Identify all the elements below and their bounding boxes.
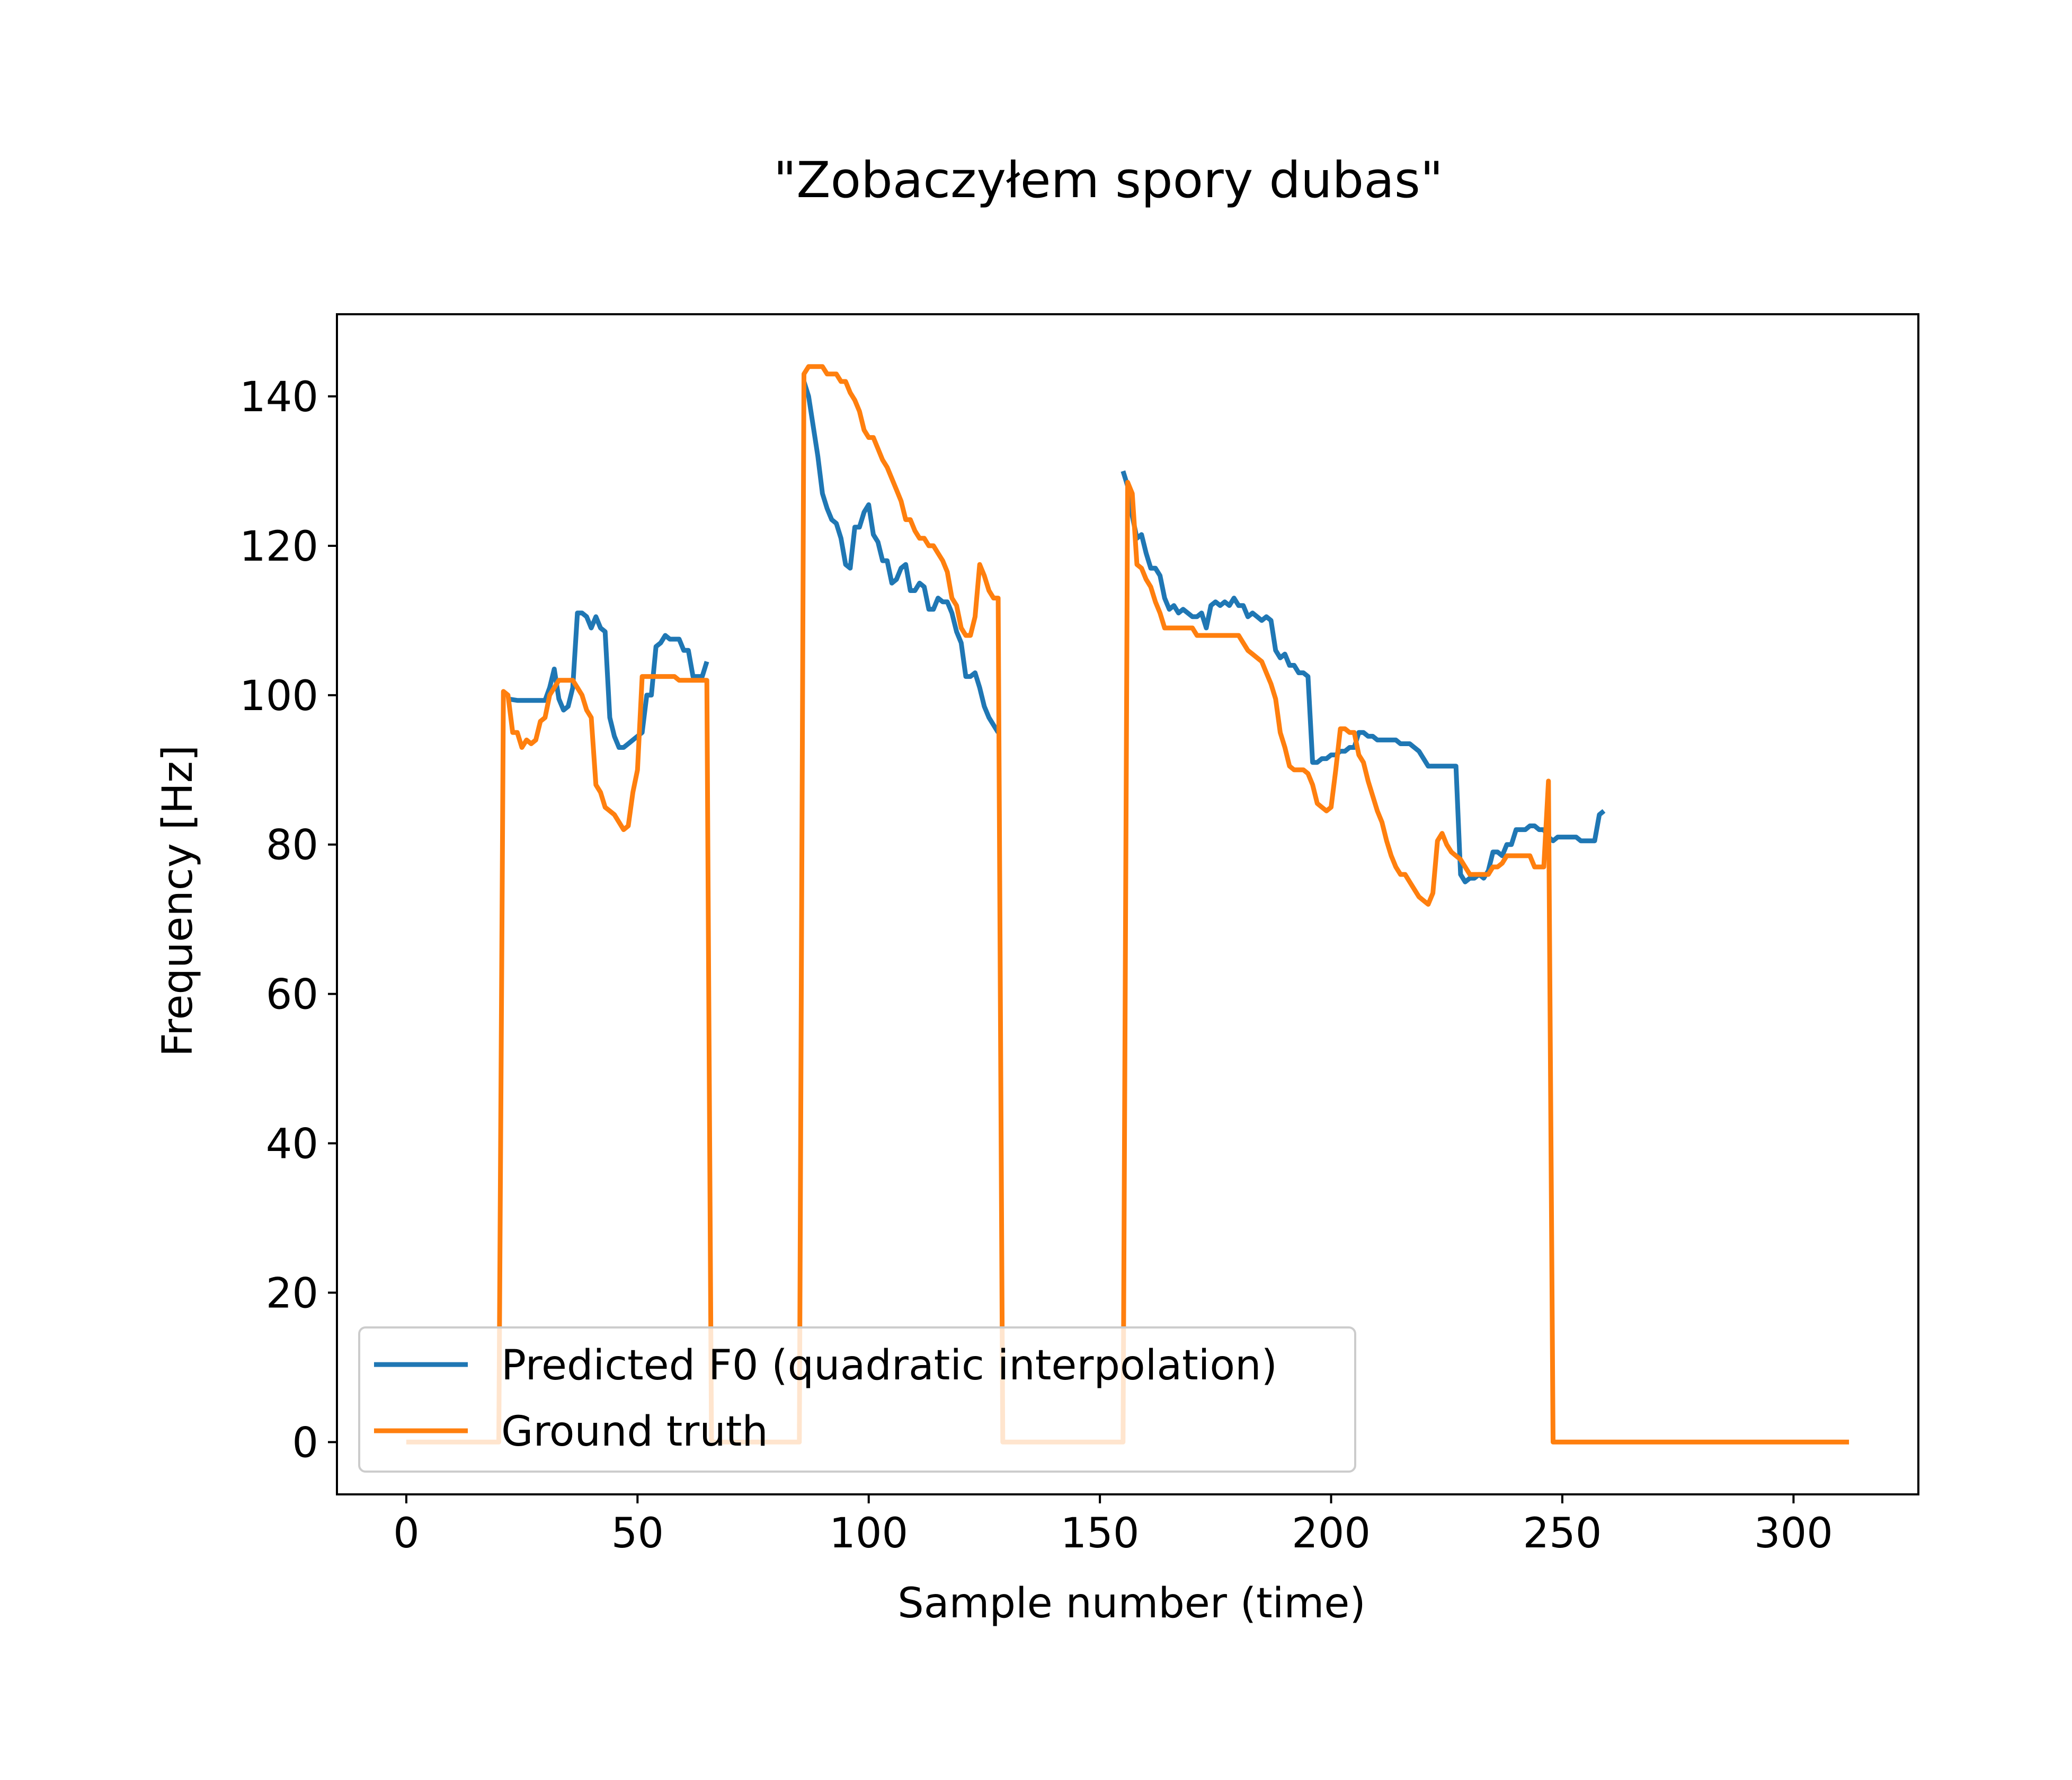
- series-line: [1121, 470, 1606, 884]
- x-tick-label: 300: [1754, 1510, 1833, 1557]
- x-tick-label: 250: [1523, 1510, 1602, 1557]
- legend: Predicted F0 (quadratic interpolation) Gr…: [358, 1326, 1356, 1473]
- x-tick-label: 50: [611, 1510, 664, 1557]
- plot-area: [406, 364, 1849, 1445]
- x-tick-label: 0: [393, 1510, 420, 1557]
- legend-box: [358, 1326, 1356, 1473]
- legend-label: Ground truth: [501, 1408, 768, 1456]
- series-predicted-f0: [508, 380, 1606, 884]
- x-tick-label: 200: [1292, 1510, 1371, 1557]
- y-tick-label: 140: [239, 374, 318, 421]
- chart-title: "Zobaczyłem spory dubas": [773, 152, 1443, 209]
- y-tick-label: 80: [266, 822, 318, 870]
- x-tick-label: 150: [1061, 1510, 1140, 1557]
- axes: 0 50 100 150 200 250 300 0 20 40 60 80 100 120 140: [239, 313, 1919, 1557]
- series-ground-truth: [406, 364, 1849, 1445]
- y-tick-label: 100: [239, 672, 318, 720]
- series-line: [508, 610, 709, 750]
- series-line: [406, 364, 1849, 1445]
- x-axis-label: Sample number (time): [897, 1580, 1366, 1627]
- legend-label: Predicted F0 (quadratic interpolation): [501, 1342, 1277, 1389]
- y-tick-label: 40: [266, 1121, 318, 1168]
- y-tick-label: 120: [239, 523, 318, 571]
- axes-frame: [336, 313, 1919, 1495]
- y-tick-label: 20: [266, 1270, 318, 1317]
- x-tick-label: 100: [829, 1510, 908, 1557]
- y-axis-label: Frequency [Hz]: [154, 745, 202, 1057]
- y-tick-label: 60: [266, 971, 318, 1019]
- series-line: [802, 380, 1000, 734]
- y-tick-label: 0: [292, 1419, 318, 1467]
